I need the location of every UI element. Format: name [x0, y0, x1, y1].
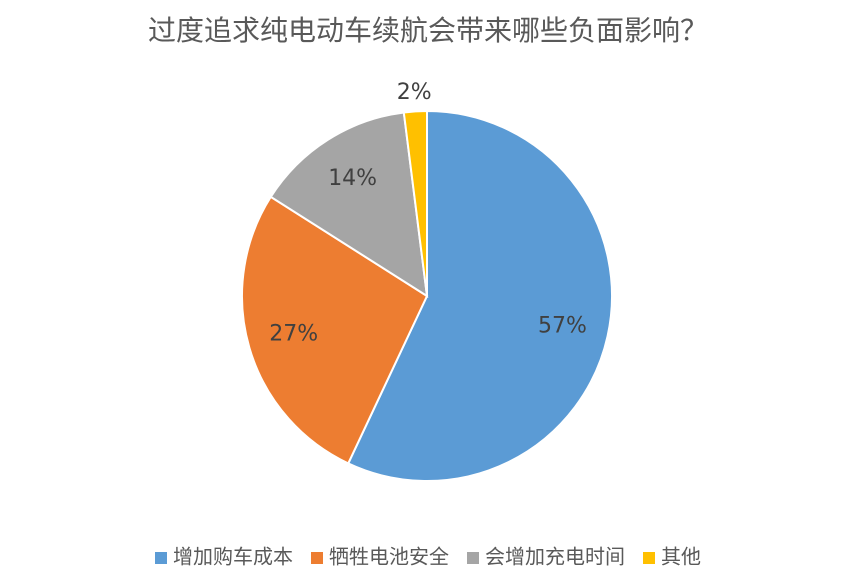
pie-slice [402, 109, 428, 297]
legend-swatch [643, 552, 655, 564]
legend-swatch [467, 552, 479, 564]
chart-title: 过度追求纯电动车续航会带来哪些负面影响？ [148, 14, 708, 47]
legend-swatch [311, 552, 323, 564]
value-label: 27% [269, 322, 318, 347]
value-label: 57% [538, 313, 587, 338]
value-label: 14% [328, 166, 377, 191]
pie-slice [346, 109, 613, 482]
legend-item: 会增加充电时间 [467, 545, 625, 569]
value-labels: 57% 27% 14% 2% [269, 80, 587, 347]
legend-label: 牺牲电池安全 [329, 545, 449, 569]
pie-slice [269, 111, 429, 298]
pie-slice [241, 195, 429, 465]
legend: 增加购车成本 牺牲电池安全 会增加充电时间 其他 [155, 545, 701, 569]
legend-swatch [155, 552, 167, 564]
legend-item: 增加购车成本 [155, 545, 293, 569]
legend-label: 其他 [661, 545, 701, 569]
legend-item: 牺牲电池安全 [311, 545, 449, 569]
pie [241, 109, 613, 482]
legend-item: 其他 [643, 545, 701, 569]
legend-label: 增加购车成本 [173, 545, 293, 569]
legend-label: 会增加充电时间 [485, 545, 625, 569]
value-label: 2% [397, 80, 432, 105]
